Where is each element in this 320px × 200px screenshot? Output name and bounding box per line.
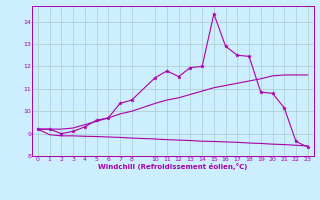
- X-axis label: Windchill (Refroidissement éolien,°C): Windchill (Refroidissement éolien,°C): [98, 163, 247, 170]
